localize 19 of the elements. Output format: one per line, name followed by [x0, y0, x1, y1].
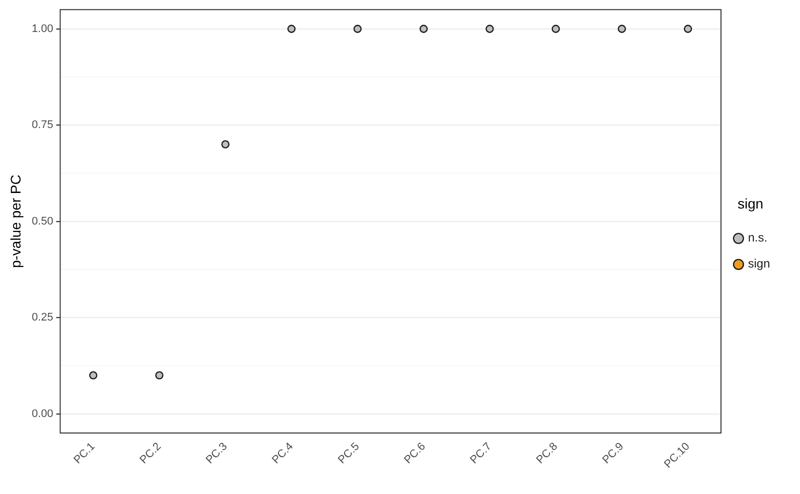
legend-label: n.s. [748, 230, 768, 245]
point [486, 24, 494, 33]
y-tick-label: 0.75 [32, 119, 54, 132]
y-tick-label: 0.00 [32, 408, 54, 420]
y-axis-title: p-value per PC [7, 174, 24, 268]
point [552, 24, 560, 33]
point [684, 24, 692, 33]
point [89, 371, 98, 380]
point [420, 24, 428, 33]
point [155, 371, 164, 380]
y-tick-label: 0.50 [32, 215, 54, 228]
y-tick-label: 0.25 [32, 312, 54, 324]
y-tick-label: 1.00 [32, 22, 54, 35]
point [353, 24, 362, 33]
point [618, 24, 626, 33]
legend-title: sign [738, 195, 764, 212]
legend-label: sign [748, 256, 770, 271]
point [221, 140, 230, 148]
point [287, 24, 296, 33]
